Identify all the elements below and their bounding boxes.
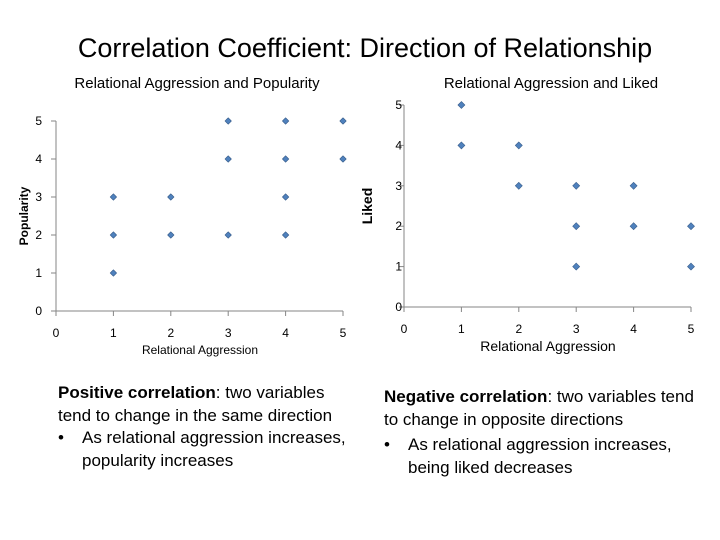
y-tick-label: 5 bbox=[35, 114, 42, 128]
positive-correlation-definition: : two variables tend to change in the sa… bbox=[58, 383, 333, 425]
chart-title: Relational Aggression and Liked bbox=[444, 75, 658, 92]
negative-correlation-term: Negative correlation bbox=[384, 387, 548, 406]
data-point bbox=[629, 181, 638, 190]
y-tick-label: 2 bbox=[35, 228, 42, 242]
scatter-chart-popularity: Relational Aggression and Popularity 0 1 2 3… bbox=[17, 75, 347, 357]
x-tick-label: 4 bbox=[630, 322, 637, 336]
x-tick-label: 4 bbox=[282, 326, 289, 340]
positive-correlation-term: Positive correlation bbox=[58, 383, 216, 402]
data-point bbox=[629, 222, 638, 231]
data-point bbox=[687, 222, 695, 231]
negative-definition: Negative correlation: two variables tend… bbox=[384, 386, 704, 431]
y-tick-label: 0 bbox=[395, 300, 402, 314]
y-tick-label: 4 bbox=[35, 152, 42, 166]
y-tick-label: 1 bbox=[35, 266, 42, 280]
x-tick-label: 1 bbox=[110, 326, 117, 340]
data-point bbox=[572, 181, 581, 190]
data-point bbox=[167, 231, 175, 239]
x-axis-label: Relational Aggression bbox=[480, 338, 615, 354]
bullet-glyph: • bbox=[58, 428, 64, 447]
data-point bbox=[572, 222, 581, 231]
x-tick-label: 5 bbox=[340, 326, 347, 340]
x-tick-label: 0 bbox=[53, 326, 60, 340]
negative-bullet-text: As relational aggression increases, bein… bbox=[408, 435, 672, 477]
x-tick-label: 2 bbox=[167, 326, 174, 340]
y-tick-label: 2 bbox=[395, 219, 402, 233]
bullet-glyph: • bbox=[384, 435, 390, 454]
y-tick-label: 3 bbox=[35, 190, 42, 204]
y-tick-label: 5 bbox=[395, 98, 402, 112]
data-point bbox=[224, 155, 232, 163]
x-tick-label: 2 bbox=[515, 322, 522, 336]
data-point bbox=[572, 262, 581, 271]
data-point bbox=[109, 231, 118, 239]
positive-bullet-text: As relational aggression increases, popu… bbox=[82, 428, 346, 470]
positive-correlation-caption: Positive correlation: two variables tend… bbox=[58, 382, 358, 472]
slide-title: Correlation Coefficient: Direction of Re… bbox=[77, 33, 653, 63]
data-point bbox=[281, 117, 290, 125]
data-point bbox=[224, 231, 232, 239]
data-point bbox=[281, 193, 290, 201]
negative-correlation-caption: Negative correlation: two variables tend… bbox=[384, 386, 704, 479]
y-axis-label: Liked bbox=[359, 188, 375, 225]
data-point bbox=[281, 231, 290, 239]
scatter-chart-liked: Relational Aggression and Liked 0 1 2 3 4 5 0 1 2… bbox=[359, 75, 695, 354]
x-tick-label: 1 bbox=[458, 322, 465, 336]
y-tick-label: 4 bbox=[395, 138, 402, 152]
positive-bullet: • As relational aggression increases, po… bbox=[58, 427, 358, 472]
data-point bbox=[457, 141, 466, 150]
y-tick-label: 1 bbox=[395, 260, 402, 274]
data-point bbox=[339, 117, 347, 125]
chart-title: Relational Aggression and Popularity bbox=[74, 75, 320, 92]
data-point bbox=[339, 155, 347, 163]
data-point bbox=[109, 269, 118, 277]
data-point bbox=[514, 181, 523, 190]
negative-bullet: • As relational aggression increases, be… bbox=[384, 434, 704, 479]
y-axis-label: Popularity bbox=[17, 186, 31, 245]
data-point bbox=[224, 117, 232, 125]
data-point bbox=[281, 155, 290, 163]
x-tick-label: 0 bbox=[401, 322, 408, 336]
x-tick-label: 3 bbox=[573, 322, 580, 336]
x-tick-label: 3 bbox=[225, 326, 232, 340]
positive-definition: Positive correlation: two variables tend… bbox=[58, 382, 358, 427]
data-point bbox=[687, 262, 695, 271]
data-point bbox=[109, 193, 118, 201]
data-point bbox=[457, 101, 466, 109]
data-point bbox=[514, 141, 523, 150]
y-tick-label: 0 bbox=[35, 304, 42, 318]
negative-correlation-definition: : two variables tend to change in opposi… bbox=[384, 387, 694, 429]
data-point bbox=[167, 193, 175, 201]
x-axis-label: Relational Aggression bbox=[142, 343, 258, 357]
x-tick-label: 5 bbox=[688, 322, 695, 336]
y-tick-label: 3 bbox=[395, 179, 402, 193]
